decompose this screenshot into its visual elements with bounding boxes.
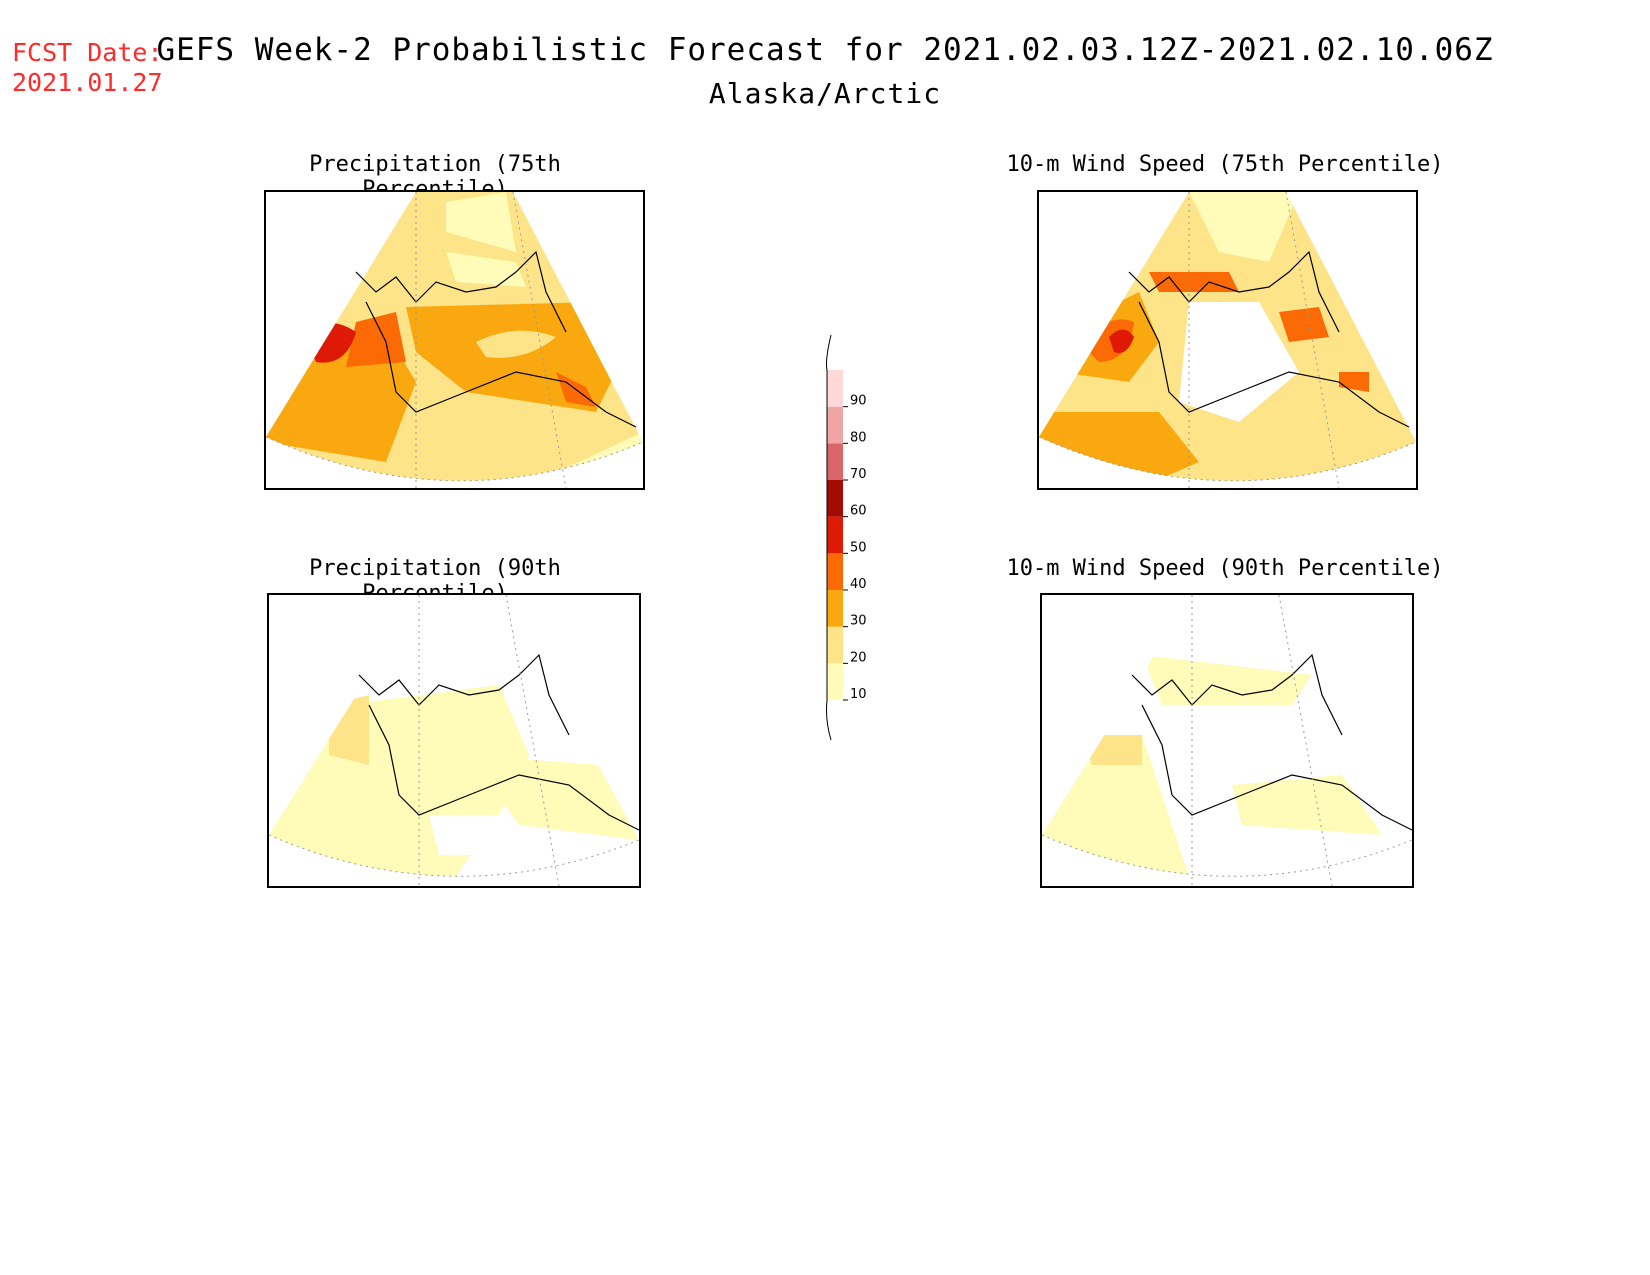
panel-title-wind90: 10-m Wind Speed (90th Percentile)	[1006, 556, 1444, 581]
legend-swatch	[827, 370, 843, 407]
legend-label: 80	[850, 430, 867, 445]
legend-swatch	[827, 443, 843, 480]
legend-swatch	[827, 406, 843, 444]
legend-label: 90	[850, 394, 867, 409]
legend-label: 70	[850, 467, 867, 482]
legend-swatch	[827, 590, 843, 627]
legend-swatch	[827, 663, 843, 700]
map-title: GEFS Week-2 Probabilistic Forecast for 2…	[156, 32, 1494, 68]
legend-swatch	[827, 480, 843, 517]
legend-label: 20	[850, 650, 867, 665]
legend-label: 40	[850, 577, 867, 592]
map-panel-precip75	[264, 190, 645, 490]
map-panel-wind75	[1037, 190, 1418, 490]
fcst-label: FCST Date:	[12, 38, 163, 67]
legend-label: 50	[850, 540, 867, 555]
map-subtitle: Alaska/Arctic	[708, 77, 942, 110]
legend-swatch	[827, 516, 843, 554]
legend-label: 10	[850, 687, 867, 702]
panel-title-wind75: 10-m Wind Speed (75th Percentile)	[1006, 152, 1444, 177]
map-panel-wind90	[1040, 593, 1414, 888]
forecast-date-label: FCST Date: 2021.01.27	[12, 38, 163, 98]
map-panel-precip90	[267, 593, 641, 888]
legend-outline	[826, 334, 832, 741]
legend-label: 60	[850, 504, 867, 519]
legend-swatch	[827, 553, 843, 590]
legend-swatch	[827, 626, 843, 664]
color-legend: 10 20 30 40 50 60 70 80 90	[820, 330, 900, 750]
fcst-date: 2021.01.27	[12, 68, 163, 97]
legend-label: 30	[850, 614, 867, 629]
legend-bar: 10 20 30 40 50 60 70 80 90	[826, 334, 867, 741]
